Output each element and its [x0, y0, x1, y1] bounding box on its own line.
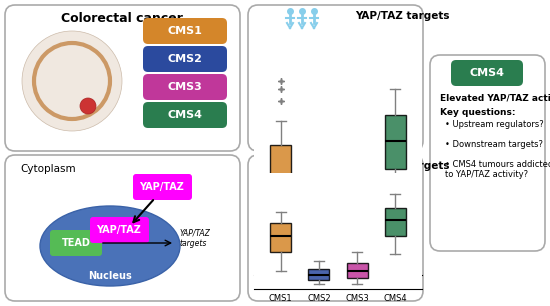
Ellipse shape [40, 206, 180, 286]
PathPatch shape [309, 205, 329, 245]
Text: • Upstream regulators?: • Upstream regulators? [445, 120, 544, 129]
FancyBboxPatch shape [50, 230, 102, 256]
FancyBboxPatch shape [451, 60, 523, 86]
Text: CMS1: CMS1 [168, 26, 202, 36]
FancyBboxPatch shape [143, 102, 227, 128]
Text: CMS4: CMS4 [470, 68, 504, 78]
Text: Cytoplasm: Cytoplasm [20, 164, 76, 174]
Text: • CMS4 tumours addicted
to YAP/TAZ activity?: • CMS4 tumours addicted to YAP/TAZ activ… [445, 160, 550, 179]
Text: CMS2: CMS2 [168, 54, 202, 64]
FancyBboxPatch shape [143, 46, 227, 72]
Text: Colorectal cancer: Colorectal cancer [61, 12, 183, 25]
Text: Elevated YAP/TAZ activity: Elevated YAP/TAZ activity [440, 94, 550, 103]
PathPatch shape [346, 263, 367, 278]
FancyBboxPatch shape [430, 55, 545, 251]
PathPatch shape [384, 115, 406, 169]
Text: CMS3: CMS3 [168, 82, 202, 92]
FancyBboxPatch shape [143, 18, 227, 44]
Text: YAP/TAZ
targets: YAP/TAZ targets [180, 228, 211, 248]
Text: Key questions:: Key questions: [440, 108, 515, 117]
PathPatch shape [384, 208, 406, 236]
Text: TEAD: TEAD [62, 238, 90, 248]
FancyBboxPatch shape [143, 74, 227, 100]
FancyBboxPatch shape [248, 5, 423, 151]
Text: YAP/TAZ targets: YAP/TAZ targets [355, 161, 449, 171]
PathPatch shape [270, 145, 292, 205]
Text: YAP/TAZ: YAP/TAZ [140, 182, 184, 192]
FancyBboxPatch shape [5, 155, 240, 301]
Circle shape [80, 98, 96, 114]
PathPatch shape [309, 269, 329, 280]
FancyBboxPatch shape [248, 155, 423, 301]
Text: Nucleus: Nucleus [88, 271, 132, 281]
FancyBboxPatch shape [5, 5, 240, 151]
FancyBboxPatch shape [133, 174, 192, 200]
Ellipse shape [259, 159, 291, 173]
FancyBboxPatch shape [90, 217, 149, 243]
Text: YAP/TAZ: YAP/TAZ [97, 225, 141, 235]
Text: • Downstream targets?: • Downstream targets? [445, 140, 543, 149]
PathPatch shape [270, 222, 292, 252]
Text: YAP/TAZ targets: YAP/TAZ targets [355, 11, 449, 21]
PathPatch shape [346, 209, 367, 245]
Ellipse shape [22, 31, 122, 131]
Text: CMS4: CMS4 [168, 110, 202, 120]
